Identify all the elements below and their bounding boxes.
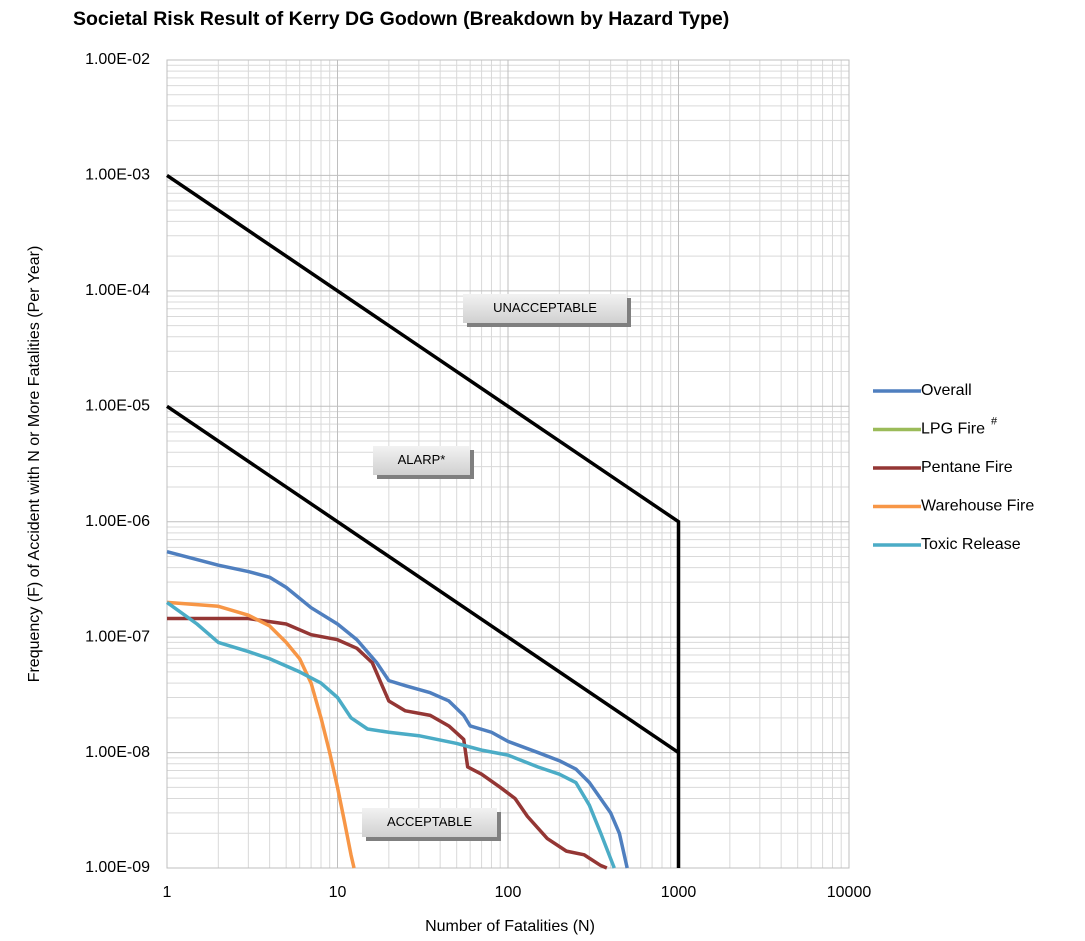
y-tick-label: 1.00E-05 [85,398,150,415]
x-tick-label: 10 [329,884,347,901]
series-line [165,600,616,869]
x-tick-label: 100 [495,884,522,901]
y-tick-label: 1.00E-04 [85,282,150,299]
legend-superscript: # [991,415,998,427]
y-tick-label: 1.00E-06 [85,513,150,530]
legend-label: Toxic Release [921,536,1021,553]
legend-label: Pentane Fire [921,459,1013,476]
series-line [167,616,608,870]
y-tick-label: 1.00E-08 [85,744,150,761]
legend-label: Warehouse Fire [921,498,1034,515]
annotation-box [373,446,470,475]
y-tick-label: 1.00E-02 [85,51,150,68]
x-tick-label: 1000 [661,884,697,901]
legend-label: LPG Fire [921,421,985,438]
series-line [166,549,629,869]
annotation: ALARP* [398,452,446,467]
annotation: UNACCEPTABLE [493,300,597,315]
x-tick-label: 1 [163,884,172,901]
chart-title: Societal Risk Result of Kerry DG Godown … [73,8,729,30]
criterion-line [166,404,680,755]
series-line [166,600,356,869]
annotation-box [463,294,627,323]
annotation: ACCEPTABLE [387,814,472,829]
y-tick-label: 1.00E-09 [85,859,150,876]
plot-border [166,59,850,869]
y-tick-label: 1.00E-03 [85,167,150,184]
y-axis-label: Frequency (F) of Accident with N or More… [26,246,43,683]
legend-label: Overall [921,382,972,399]
y-tick-label: 1.00E-07 [85,628,150,645]
annotation-box [362,808,497,837]
x-tick-label: 10000 [827,884,872,901]
x-axis-label: Number of Fatalities (N) [425,918,595,935]
